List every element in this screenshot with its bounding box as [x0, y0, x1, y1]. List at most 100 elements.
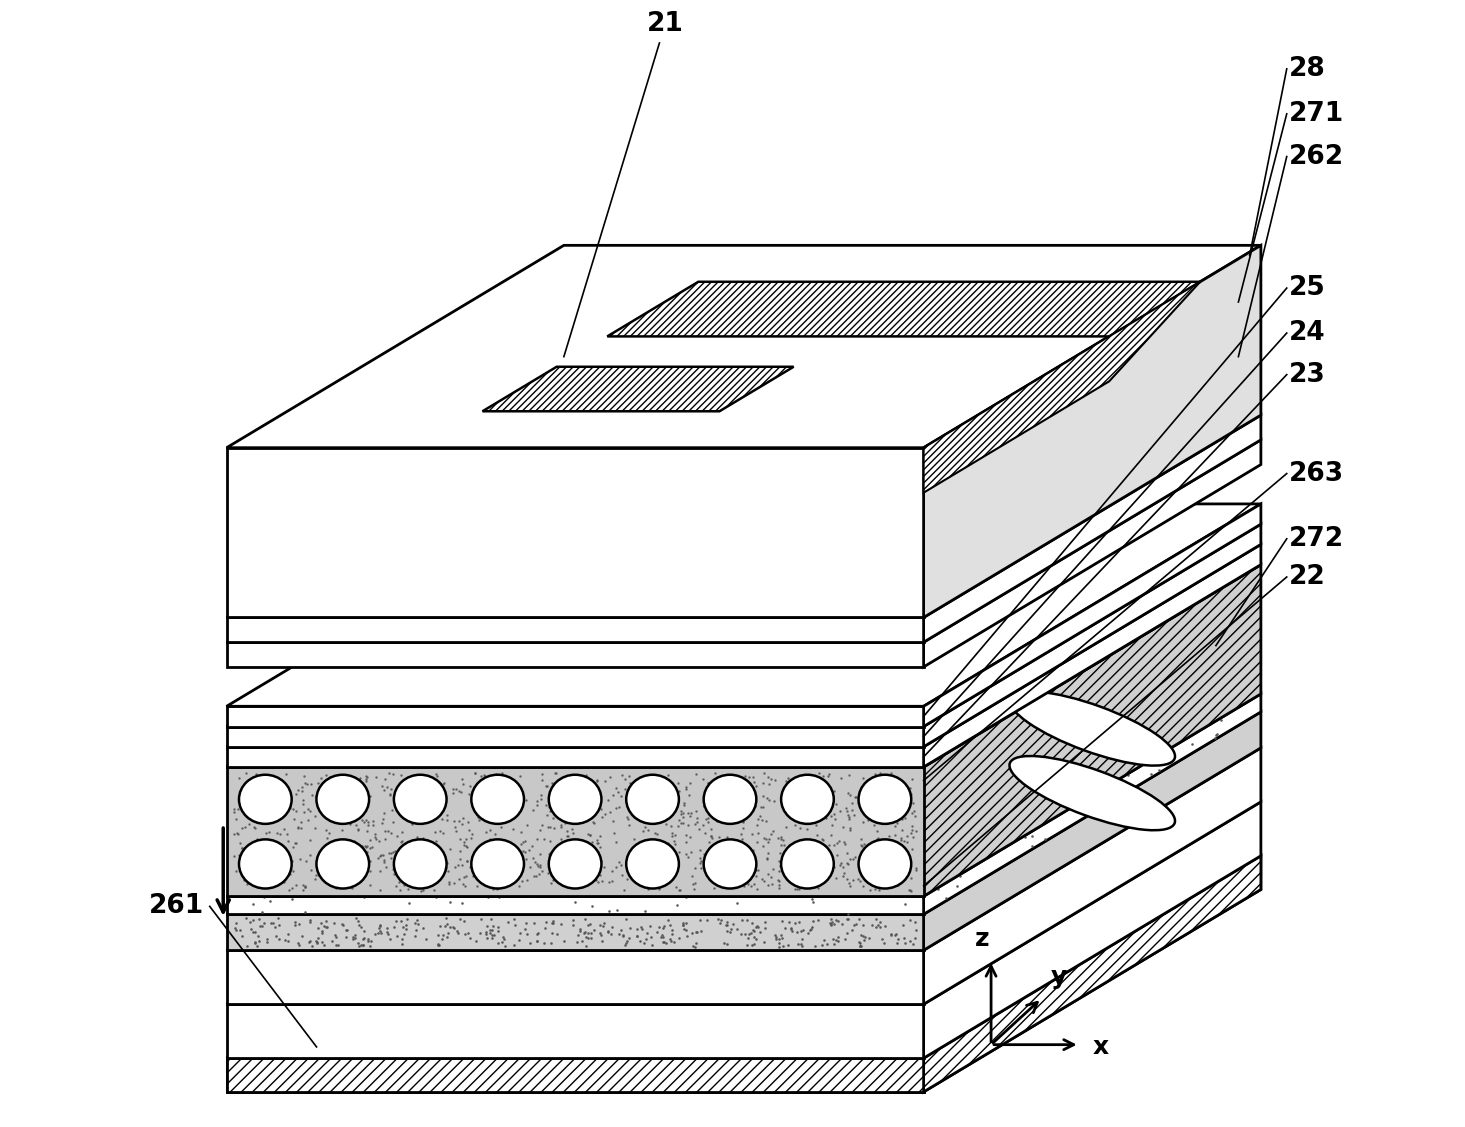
- Point: [642, 686, 665, 704]
- Point: [306, 929, 330, 947]
- Point: [661, 925, 684, 943]
- Point: [520, 619, 544, 637]
- Point: [699, 827, 722, 845]
- Point: [407, 875, 431, 893]
- Point: [791, 869, 815, 887]
- Point: [904, 822, 927, 840]
- Point: [856, 778, 879, 796]
- Point: [634, 808, 658, 826]
- Point: [356, 725, 379, 743]
- Point: [454, 829, 478, 848]
- Point: [708, 586, 731, 604]
- Point: [335, 845, 359, 863]
- Point: [267, 909, 290, 928]
- Point: [731, 811, 754, 829]
- Point: [861, 787, 885, 805]
- Point: [696, 813, 719, 831]
- Point: [715, 724, 738, 742]
- Point: [857, 607, 880, 625]
- Point: [404, 845, 428, 863]
- Point: [626, 870, 649, 888]
- Point: [435, 909, 459, 928]
- Point: [810, 799, 834, 817]
- Point: [935, 725, 958, 743]
- Point: [653, 767, 677, 786]
- Point: [483, 860, 507, 878]
- Point: [835, 924, 858, 942]
- Point: [549, 614, 573, 632]
- Point: [769, 836, 793, 854]
- Ellipse shape: [394, 774, 447, 824]
- Point: [753, 933, 776, 951]
- Point: [457, 924, 481, 942]
- Point: [464, 778, 488, 796]
- Point: [467, 724, 491, 742]
- Point: [668, 729, 691, 747]
- Point: [623, 831, 646, 849]
- Point: [653, 770, 677, 788]
- Point: [341, 930, 365, 948]
- Point: [441, 780, 464, 798]
- Point: [734, 924, 757, 942]
- Point: [684, 859, 708, 877]
- Point: [526, 932, 549, 950]
- Point: [535, 778, 558, 796]
- Point: [784, 568, 807, 586]
- Point: [356, 822, 379, 840]
- Point: [750, 659, 774, 677]
- Point: [555, 827, 579, 845]
- Ellipse shape: [788, 654, 844, 685]
- Point: [832, 818, 856, 836]
- Point: [656, 911, 680, 929]
- Point: [246, 849, 270, 867]
- Point: [797, 773, 820, 791]
- Point: [768, 938, 791, 956]
- Point: [278, 799, 302, 817]
- Point: [450, 855, 473, 873]
- Point: [628, 932, 652, 950]
- Point: [879, 764, 902, 782]
- Point: [628, 862, 652, 880]
- Point: [387, 781, 410, 799]
- Point: [756, 864, 779, 882]
- Point: [507, 675, 530, 693]
- Point: [498, 724, 522, 742]
- Point: [880, 753, 904, 771]
- Point: [576, 873, 599, 891]
- Point: [842, 669, 866, 687]
- Point: [825, 834, 848, 852]
- Point: [743, 748, 766, 766]
- Point: [507, 716, 530, 734]
- Point: [322, 774, 346, 792]
- Point: [897, 863, 920, 881]
- Point: [403, 743, 426, 761]
- Point: [570, 770, 593, 788]
- Point: [900, 805, 923, 823]
- Point: [476, 840, 500, 858]
- Point: [403, 928, 426, 946]
- Point: [283, 810, 306, 828]
- Point: [481, 926, 504, 944]
- Point: [577, 757, 601, 775]
- Point: [900, 824, 923, 842]
- Point: [400, 815, 423, 833]
- Point: [1024, 623, 1047, 641]
- Point: [508, 766, 532, 784]
- Point: [385, 827, 409, 845]
- Point: [315, 766, 338, 784]
- Point: [270, 754, 293, 772]
- Point: [753, 752, 776, 770]
- Point: [848, 938, 872, 956]
- Point: [444, 858, 467, 876]
- Point: [795, 820, 819, 838]
- Point: [689, 859, 712, 877]
- Point: [536, 778, 560, 796]
- Point: [628, 737, 652, 755]
- Point: [766, 866, 790, 884]
- Point: [1012, 637, 1036, 655]
- Point: [689, 911, 712, 929]
- Point: [277, 925, 300, 943]
- Point: [825, 846, 848, 864]
- Point: [858, 880, 882, 898]
- Point: [538, 694, 561, 712]
